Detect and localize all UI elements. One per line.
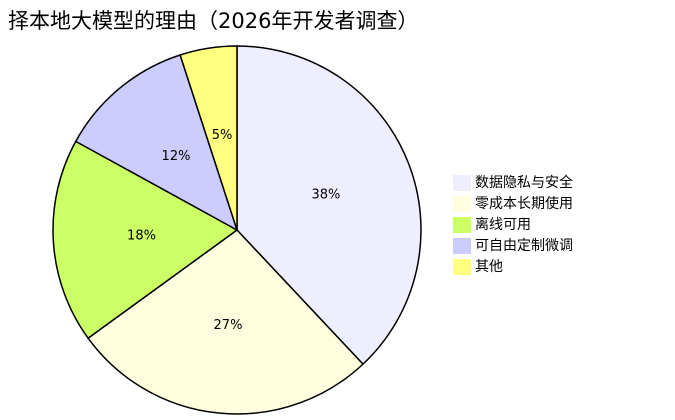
legend-label: 可自由定制微调 [475,238,573,254]
legend-swatch [453,196,471,212]
data-label: 27% [214,318,243,333]
pie-slice [179,45,238,231]
legend-label: 其他 [475,259,503,275]
data-label: 38% [312,187,341,202]
pie-slice [74,54,239,232]
legend-swatch [453,238,471,254]
pie-slice [236,45,422,366]
legend-label: 离线可用 [475,216,531,233]
pie-slice [87,229,365,415]
legend-label: 数据隐私与安全 [475,174,573,191]
legend-label: 零成本长期使用 [475,195,573,212]
legend-swatch [453,217,471,233]
chart-title: 择本地大模型的理由（2026年开发者调查） [8,9,418,33]
data-label: 12% [162,149,191,164]
pie-slice [52,140,239,340]
legend-swatch [453,259,471,275]
data-label: 5% [212,128,233,143]
legend-swatch [453,175,471,191]
data-label: 18% [127,229,156,244]
